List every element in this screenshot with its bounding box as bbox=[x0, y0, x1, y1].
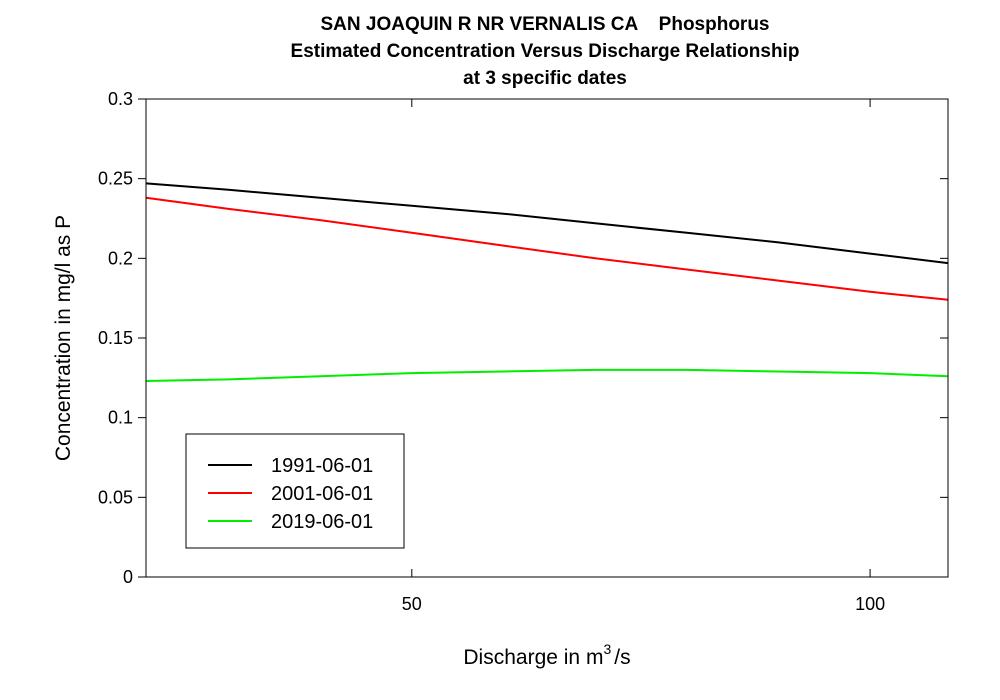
x-axis-label-superscript: 3 bbox=[603, 641, 611, 657]
x-axis-label: Discharge in m3/s bbox=[463, 641, 630, 669]
y-tick-label: 0.3 bbox=[108, 89, 133, 109]
y-tick-label: 0.2 bbox=[108, 248, 133, 268]
series-line-1991-06-01 bbox=[145, 182, 949, 265]
x-tick-label: 100 bbox=[855, 594, 885, 614]
tick-layer: 0 0.05 0.1 0.15 0.2 0.25 0.3 50 100 bbox=[98, 89, 948, 614]
y-tick-label: 0.25 bbox=[98, 169, 133, 189]
y-tick-label: 0.1 bbox=[108, 408, 133, 428]
x-tick-label: 50 bbox=[402, 594, 422, 614]
chart-title-line-3: at 3 specific dates bbox=[463, 68, 627, 89]
plot-frame bbox=[145, 98, 949, 578]
y-tick-label: 0.15 bbox=[98, 328, 133, 348]
y-axis-label: Concentration in mg/l as P bbox=[52, 215, 75, 461]
legend-label-2001-06-01: 2001-06-01 bbox=[271, 483, 373, 505]
legend-label-1991-06-01: 1991-06-01 bbox=[271, 455, 373, 477]
y-tick-label: 0 bbox=[123, 567, 133, 587]
chart-title-line-2: Estimated Concentration Versus Discharge… bbox=[291, 41, 800, 62]
chart-title-line-1: SAN JOAQUIN R NR VERNALIS CA Phosphorus bbox=[321, 14, 770, 35]
series-line-2001-06-01 bbox=[145, 196, 949, 301]
legend: 1991-06-01 2001-06-01 2019-06-01 bbox=[185, 433, 405, 549]
series-layer bbox=[145, 182, 949, 382]
series-line-2019-06-01 bbox=[145, 368, 949, 382]
x-axis-label-suffix: /s bbox=[614, 646, 630, 669]
legend-label-2019-06-01: 2019-06-01 bbox=[271, 511, 373, 533]
y-tick-label: 0.05 bbox=[98, 487, 133, 507]
legend-box bbox=[185, 433, 405, 549]
x-axis-label-main: Discharge in m bbox=[463, 646, 603, 669]
